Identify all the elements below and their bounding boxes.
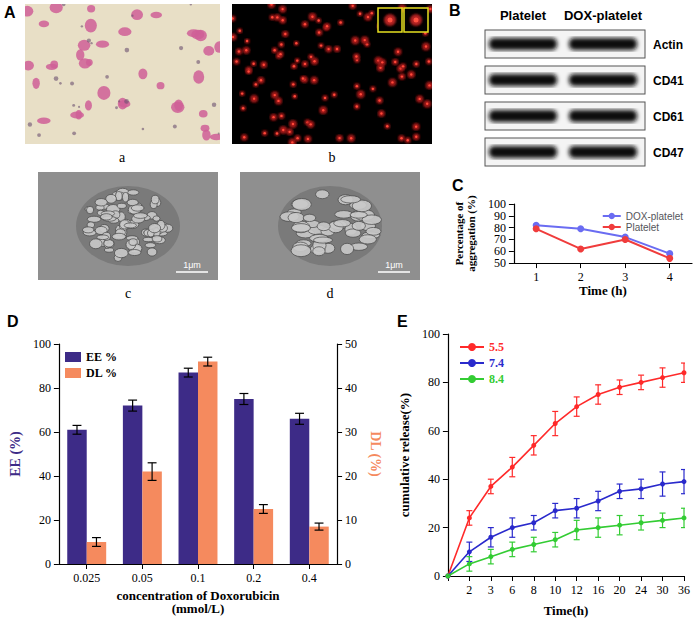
svg-text:B: B bbox=[449, 2, 461, 19]
svg-text:40: 40 bbox=[345, 381, 357, 395]
svg-text:8.4: 8.4 bbox=[489, 372, 504, 386]
svg-text:0: 0 bbox=[434, 569, 440, 583]
svg-text:EE %: EE % bbox=[86, 350, 117, 364]
svg-text:a: a bbox=[119, 150, 126, 165]
svg-text:C: C bbox=[452, 177, 464, 194]
svg-text:CD47: CD47 bbox=[653, 146, 684, 160]
svg-text:d: d bbox=[327, 286, 334, 301]
svg-text:24: 24 bbox=[635, 583, 647, 597]
svg-text:60: 60 bbox=[39, 425, 51, 439]
svg-text:6: 6 bbox=[509, 583, 515, 597]
svg-text:DL (%): DL (%) bbox=[367, 431, 383, 477]
svg-text:b: b bbox=[329, 150, 336, 165]
svg-text:EE (%): EE (%) bbox=[8, 431, 24, 477]
svg-text:30: 30 bbox=[657, 583, 669, 597]
svg-text:100: 100 bbox=[422, 327, 440, 341]
svg-text:50: 50 bbox=[345, 337, 357, 351]
svg-text:20: 20 bbox=[614, 583, 626, 597]
svg-text:(mmol/L): (mmol/L) bbox=[172, 601, 225, 616]
svg-text:100: 100 bbox=[33, 337, 51, 351]
svg-text:5.5: 5.5 bbox=[489, 340, 504, 354]
svg-text:20: 20 bbox=[39, 513, 51, 527]
svg-text:Time(h): Time(h) bbox=[544, 603, 589, 618]
svg-text:0.4: 0.4 bbox=[302, 571, 317, 585]
svg-text:10: 10 bbox=[345, 513, 357, 527]
svg-text:0.2: 0.2 bbox=[246, 571, 261, 585]
svg-text:concentration of Doxorubicin: concentration of Doxorubicin bbox=[116, 587, 280, 603]
svg-text:16: 16 bbox=[592, 583, 604, 597]
svg-text:c: c bbox=[125, 286, 131, 301]
svg-text:2: 2 bbox=[578, 270, 584, 284]
svg-text:50: 50 bbox=[493, 256, 506, 271]
svg-text:A: A bbox=[4, 4, 16, 21]
svg-text:8: 8 bbox=[531, 583, 537, 597]
svg-text:D: D bbox=[7, 313, 19, 330]
svg-text:aggregation (%): aggregation (%) bbox=[465, 195, 478, 272]
svg-text:1: 1 bbox=[533, 270, 539, 284]
svg-text:0: 0 bbox=[345, 557, 351, 571]
svg-text:80: 80 bbox=[493, 220, 506, 235]
svg-text:100: 100 bbox=[488, 197, 506, 211]
svg-text:Platelet: Platelet bbox=[500, 8, 547, 23]
svg-text:90: 90 bbox=[493, 208, 506, 223]
svg-text:4: 4 bbox=[667, 270, 673, 284]
svg-text:10: 10 bbox=[549, 583, 561, 597]
svg-text:70: 70 bbox=[493, 232, 506, 247]
svg-text:0.025: 0.025 bbox=[73, 571, 100, 585]
svg-text:Platelet: Platelet bbox=[626, 222, 660, 233]
svg-text:1μm: 1μm bbox=[385, 260, 403, 270]
svg-text:0.05: 0.05 bbox=[132, 571, 153, 585]
svg-text:2: 2 bbox=[466, 583, 472, 597]
svg-text:36: 36 bbox=[678, 583, 690, 597]
svg-text:60: 60 bbox=[428, 424, 440, 438]
svg-text:30: 30 bbox=[345, 425, 357, 439]
svg-text:1μm: 1μm bbox=[183, 260, 201, 270]
svg-text:DOX-platelet: DOX-platelet bbox=[626, 211, 683, 222]
svg-text:CD41: CD41 bbox=[653, 74, 684, 88]
svg-text:0.1: 0.1 bbox=[191, 571, 206, 585]
svg-text:CD61: CD61 bbox=[653, 110, 684, 124]
svg-text:DOX-platelet: DOX-platelet bbox=[564, 8, 643, 23]
svg-text:0: 0 bbox=[45, 557, 51, 571]
svg-text:7.4: 7.4 bbox=[489, 356, 504, 370]
svg-text:DL %: DL % bbox=[86, 366, 117, 380]
svg-text:60: 60 bbox=[493, 244, 506, 259]
svg-text:20: 20 bbox=[428, 521, 440, 535]
svg-text:80: 80 bbox=[428, 375, 440, 389]
svg-text:Time (h): Time (h) bbox=[579, 283, 627, 298]
svg-text:80: 80 bbox=[39, 381, 51, 395]
svg-text:12: 12 bbox=[571, 583, 583, 597]
svg-text:cumulative release(%): cumulative release(%) bbox=[397, 393, 412, 517]
svg-text:E: E bbox=[397, 313, 408, 330]
svg-text:40: 40 bbox=[39, 469, 51, 483]
svg-text:40: 40 bbox=[428, 472, 440, 486]
svg-text:Percentage of: Percentage of bbox=[453, 201, 465, 265]
svg-text:3: 3 bbox=[488, 583, 494, 597]
svg-text:20: 20 bbox=[345, 469, 357, 483]
svg-text:Actin: Actin bbox=[653, 38, 683, 52]
svg-text:3: 3 bbox=[622, 270, 628, 284]
